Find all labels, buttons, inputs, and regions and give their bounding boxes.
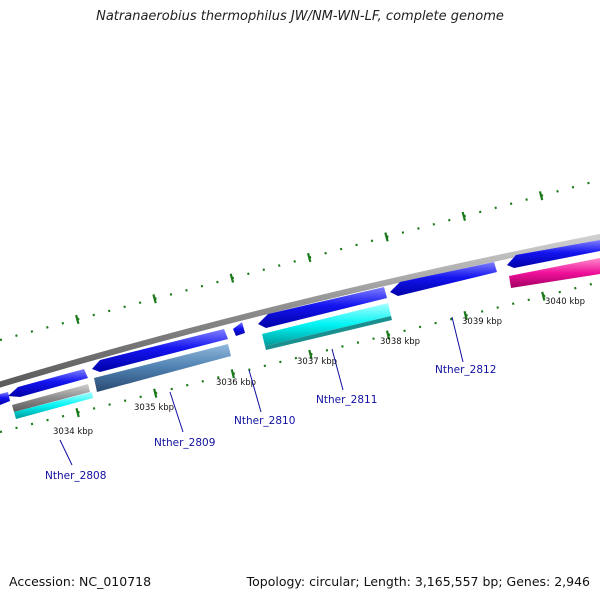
major-tick xyxy=(385,330,391,340)
gene-leader-lines xyxy=(59,316,464,466)
tick-label: 3034 kbp xyxy=(53,427,93,437)
leader-nther-2808 xyxy=(59,439,73,466)
inner-scale-ring xyxy=(0,280,600,434)
leader-nther-2810 xyxy=(248,369,262,413)
inner-major-ticks xyxy=(75,291,546,418)
gene-arrow-nther-2807[interactable] xyxy=(0,392,10,405)
feature-bar-cyan-2808[interactable] xyxy=(14,392,93,419)
major-tick xyxy=(152,294,157,304)
major-tick xyxy=(384,232,389,242)
outer-major-ticks xyxy=(75,191,544,325)
topology-text: Topology: circular; Length: 3,165,557 bp… xyxy=(246,574,590,589)
major-tick xyxy=(308,349,313,360)
major-tick xyxy=(538,191,544,201)
tick-label: 3038 kbp xyxy=(380,337,420,347)
gene-arrow-nther-2811[interactable] xyxy=(258,287,387,328)
tick-label: 3036 kbp xyxy=(216,378,256,388)
leader-nther-2812 xyxy=(451,316,464,363)
gene-arrow-nther-2809[interactable] xyxy=(92,329,228,372)
outer-scale-ring xyxy=(0,178,600,342)
leader-nther-2809 xyxy=(169,391,184,433)
feature-strand xyxy=(12,258,600,419)
major-tick xyxy=(463,310,468,321)
major-tick xyxy=(229,273,235,283)
feature-bar-grey[interactable] xyxy=(12,384,90,412)
gene-label-nther-2810[interactable]: Nther_2810 xyxy=(234,415,295,427)
tick-label: 3040 kbp xyxy=(545,297,585,307)
gene-arrow-nther-2808[interactable] xyxy=(8,369,88,397)
major-tick xyxy=(153,388,158,398)
feature-bar-steel[interactable] xyxy=(94,344,231,392)
major-tick xyxy=(306,252,312,263)
tick-label: 3035 kbp xyxy=(134,403,174,413)
gene-label-nther-2809[interactable]: Nther_2809 xyxy=(154,437,215,449)
major-tick xyxy=(230,369,235,379)
tick-label: 3039 kbp xyxy=(462,317,502,327)
major-tick xyxy=(541,291,546,301)
gene-label-nther-2808[interactable]: Nther_2808 xyxy=(45,470,106,482)
gene-label-nther-2812[interactable]: Nther_2812 xyxy=(435,364,496,376)
feature-bar-magenta[interactable] xyxy=(509,258,600,288)
forward-strand xyxy=(0,240,600,405)
map-title: Natranaerobius thermophilus JW/NM-WN-LF,… xyxy=(96,9,504,24)
tick-label: 3037 kbp xyxy=(297,357,337,367)
gene-labels: Nther_2808 Nther_2809 Nther_2810 Nther_2… xyxy=(45,364,496,482)
gene-arrow-nther-2813[interactable] xyxy=(507,240,600,268)
tick-labels: 3034 kbp 3035 kbp 3036 kbp 3037 kbp 3038… xyxy=(53,297,585,437)
major-tick xyxy=(75,314,80,325)
leader-nther-2811 xyxy=(331,348,344,391)
gene-label-nther-2811[interactable]: Nther_2811 xyxy=(316,394,377,406)
major-tick xyxy=(75,407,80,418)
accession-text: Accession: NC_010718 xyxy=(9,574,152,589)
feature-bar-cyan-2811[interactable] xyxy=(262,303,391,346)
feature-bar-cyan-dark[interactable] xyxy=(265,316,392,350)
gene-arrow-nther-2812[interactable] xyxy=(390,262,497,296)
gene-arrow-nther-2810[interactable] xyxy=(233,322,245,336)
genome-backbone xyxy=(0,233,600,388)
major-tick xyxy=(461,211,467,221)
